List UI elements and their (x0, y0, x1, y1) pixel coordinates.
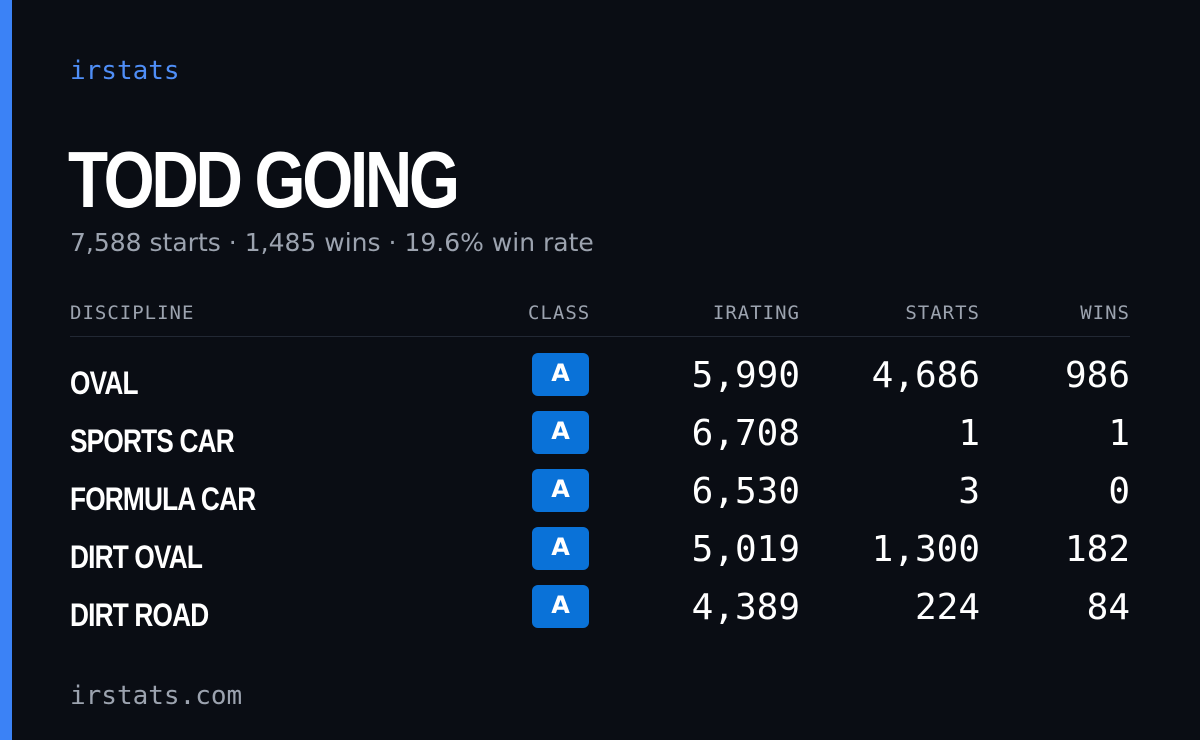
row-discipline: FORMULA CAR (70, 481, 256, 517)
table-row: FORMULA CAR A 6,530 3 0 (70, 469, 1130, 527)
summary-separator: · (388, 228, 397, 257)
stats-table: DISCIPLINE CLASS IRATING STARTS WINS OVA… (70, 296, 1130, 643)
row-discipline: DIRT ROAD (70, 597, 209, 633)
footer-url: irstats.com (70, 681, 243, 711)
header-class: CLASS (528, 302, 591, 324)
class-badge: A (532, 411, 589, 454)
table-body: OVAL A 5,990 4,686 986 SPORTS CAR A 6,70… (70, 337, 1130, 643)
header-wins: WINS (1080, 302, 1130, 324)
class-badge: A (532, 585, 589, 628)
summary-separator: · (228, 228, 237, 257)
row-wins: 182 (1064, 529, 1130, 570)
row-wins: 1 (1108, 413, 1130, 454)
table-row: OVAL A 5,990 4,686 986 (70, 353, 1130, 411)
summary-starts: 7,588 starts (70, 228, 221, 257)
row-wins: 84 (1086, 587, 1130, 628)
driver-name: TODD GOING (68, 135, 460, 224)
row-starts: 3 (958, 471, 980, 512)
row-discipline: DIRT OVAL (70, 539, 203, 575)
row-starts: 4,686 (871, 355, 980, 396)
table-row: DIRT OVAL A 5,019 1,300 182 (70, 527, 1130, 585)
header-starts: STARTS (905, 302, 980, 324)
row-discipline: OVAL (70, 365, 138, 401)
brand-logo-text: irstats (70, 56, 180, 86)
class-badge: A (532, 353, 589, 396)
accent-bar (0, 0, 12, 740)
driver-summary: 7,588 starts · 1,485 wins · 19.6% win rate (70, 228, 594, 257)
summary-win-rate: 19.6% win rate (404, 228, 594, 257)
row-irating: 6,530 (691, 471, 800, 512)
row-wins: 0 (1108, 471, 1130, 512)
header-discipline: DISCIPLINE (70, 302, 195, 324)
row-irating: 6,708 (691, 413, 800, 454)
row-irating: 5,990 (691, 355, 800, 396)
row-irating: 5,019 (691, 529, 800, 570)
class-badge: A (532, 527, 589, 570)
row-wins: 986 (1064, 355, 1130, 396)
header-irating: IRATING (712, 302, 800, 324)
row-irating: 4,389 (691, 587, 800, 628)
row-starts: 224 (914, 587, 980, 628)
class-badge: A (532, 469, 589, 512)
table-row: DIRT ROAD A 4,389 224 84 (70, 585, 1130, 643)
row-starts: 1,300 (871, 529, 980, 570)
table-header: DISCIPLINE CLASS IRATING STARTS WINS (70, 296, 1130, 337)
row-discipline: SPORTS CAR (70, 423, 235, 459)
row-starts: 1 (958, 413, 980, 454)
summary-wins: 1,485 wins (244, 228, 381, 257)
table-row: SPORTS CAR A 6,708 1 1 (70, 411, 1130, 469)
